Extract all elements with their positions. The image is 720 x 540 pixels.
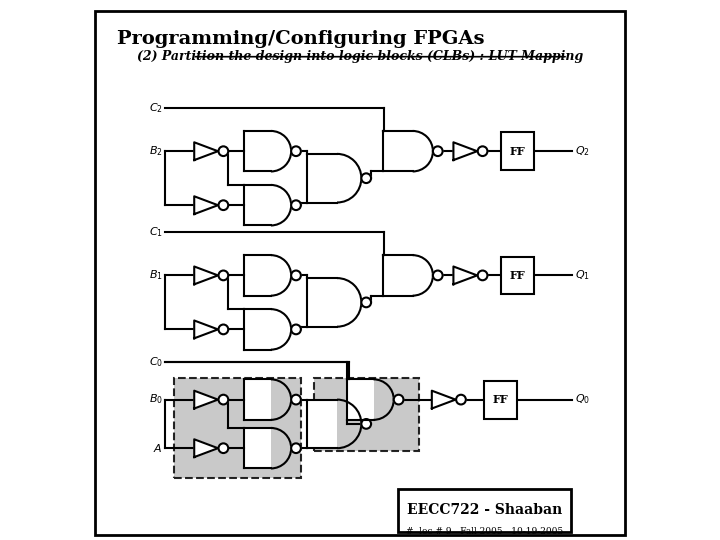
Circle shape <box>291 443 301 453</box>
Circle shape <box>394 395 403 404</box>
Text: #  lec # 9   Fall 2005   10-19-2005: # lec # 9 Fall 2005 10-19-2005 <box>405 528 563 536</box>
Circle shape <box>291 395 301 404</box>
Circle shape <box>291 200 301 210</box>
Circle shape <box>219 146 228 156</box>
Polygon shape <box>454 267 477 284</box>
Bar <box>501 256 534 294</box>
Circle shape <box>361 298 371 307</box>
Text: $C_2$: $C_2$ <box>149 101 163 115</box>
Text: EECC722 - Shaaban: EECC722 - Shaaban <box>407 503 562 517</box>
Circle shape <box>291 271 301 280</box>
Circle shape <box>291 146 301 156</box>
Bar <box>501 132 534 170</box>
Bar <box>307 400 337 448</box>
Circle shape <box>219 271 228 280</box>
Polygon shape <box>194 440 218 457</box>
Bar <box>383 255 413 296</box>
Circle shape <box>291 325 301 334</box>
Bar <box>484 381 517 418</box>
Text: FF: FF <box>510 146 526 157</box>
FancyBboxPatch shape <box>397 489 570 532</box>
Bar <box>244 379 271 420</box>
Bar <box>244 428 271 468</box>
Bar <box>244 309 271 350</box>
Text: Programming/Configuring FPGAs: Programming/Configuring FPGAs <box>117 30 485 48</box>
Circle shape <box>433 271 443 280</box>
Bar <box>244 131 271 172</box>
Text: $C_1$: $C_1$ <box>149 225 163 239</box>
Bar <box>244 255 271 296</box>
Polygon shape <box>194 391 218 408</box>
Text: $C_0$: $C_0$ <box>149 355 163 369</box>
Text: $B_1$: $B_1$ <box>149 268 163 282</box>
Text: $A$: $A$ <box>153 442 163 454</box>
Bar <box>307 278 337 327</box>
Circle shape <box>219 443 228 453</box>
Bar <box>174 378 301 478</box>
Bar <box>244 185 271 226</box>
Text: $Q_0$: $Q_0$ <box>575 393 590 407</box>
Circle shape <box>456 395 466 404</box>
Text: $B_0$: $B_0$ <box>149 393 163 407</box>
Text: $Q_2$: $Q_2$ <box>575 144 590 158</box>
Text: (2) Partition the design into logic blocks (CLBs) : LUT Mapping: (2) Partition the design into logic bloc… <box>137 50 583 63</box>
Circle shape <box>478 271 487 280</box>
Circle shape <box>219 395 228 404</box>
Text: FF: FF <box>492 394 508 405</box>
Circle shape <box>433 146 443 156</box>
Bar <box>314 378 419 451</box>
Circle shape <box>478 146 487 156</box>
Polygon shape <box>194 142 218 160</box>
Bar <box>383 131 413 172</box>
Text: $Q_1$: $Q_1$ <box>575 268 590 282</box>
Polygon shape <box>454 142 477 160</box>
Polygon shape <box>432 391 456 408</box>
Bar <box>346 379 374 420</box>
Text: $B_2$: $B_2$ <box>149 144 163 158</box>
Polygon shape <box>194 197 218 214</box>
Circle shape <box>219 200 228 210</box>
Text: FF: FF <box>510 270 526 281</box>
Circle shape <box>361 173 371 183</box>
Polygon shape <box>194 320 218 338</box>
Polygon shape <box>194 267 218 284</box>
Circle shape <box>219 325 228 334</box>
Circle shape <box>361 419 371 429</box>
Bar <box>307 154 337 202</box>
